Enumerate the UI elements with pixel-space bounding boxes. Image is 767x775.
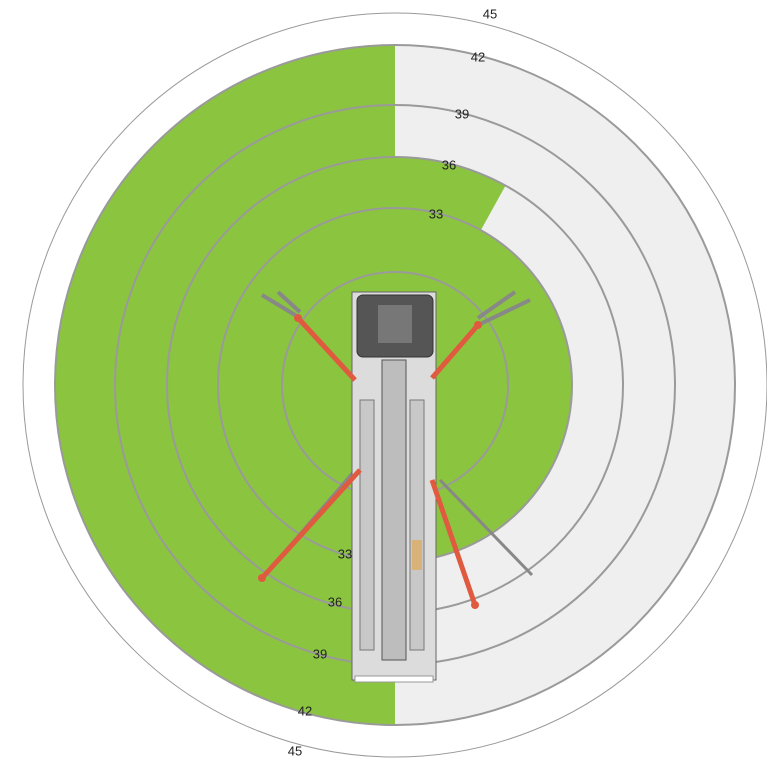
ring-label-top: 33 xyxy=(429,206,443,221)
ring-label-bottom: 45 xyxy=(288,743,302,758)
ring-label-top: 36 xyxy=(442,157,456,172)
green-sector-left xyxy=(55,45,395,725)
ring-label-bottom: 33 xyxy=(338,546,352,561)
ring xyxy=(22,12,767,758)
green-sector-right xyxy=(395,157,572,559)
ring-label-top: 39 xyxy=(455,106,469,121)
ring-label-bottom: 36 xyxy=(328,594,342,609)
ring-label-bottom: 39 xyxy=(313,646,327,661)
ring xyxy=(54,44,736,726)
ring-label-top: 45 xyxy=(483,6,497,21)
crane xyxy=(258,290,534,683)
ring-label-bottom: 42 xyxy=(298,703,312,718)
ring-label-top: 42 xyxy=(471,49,485,64)
